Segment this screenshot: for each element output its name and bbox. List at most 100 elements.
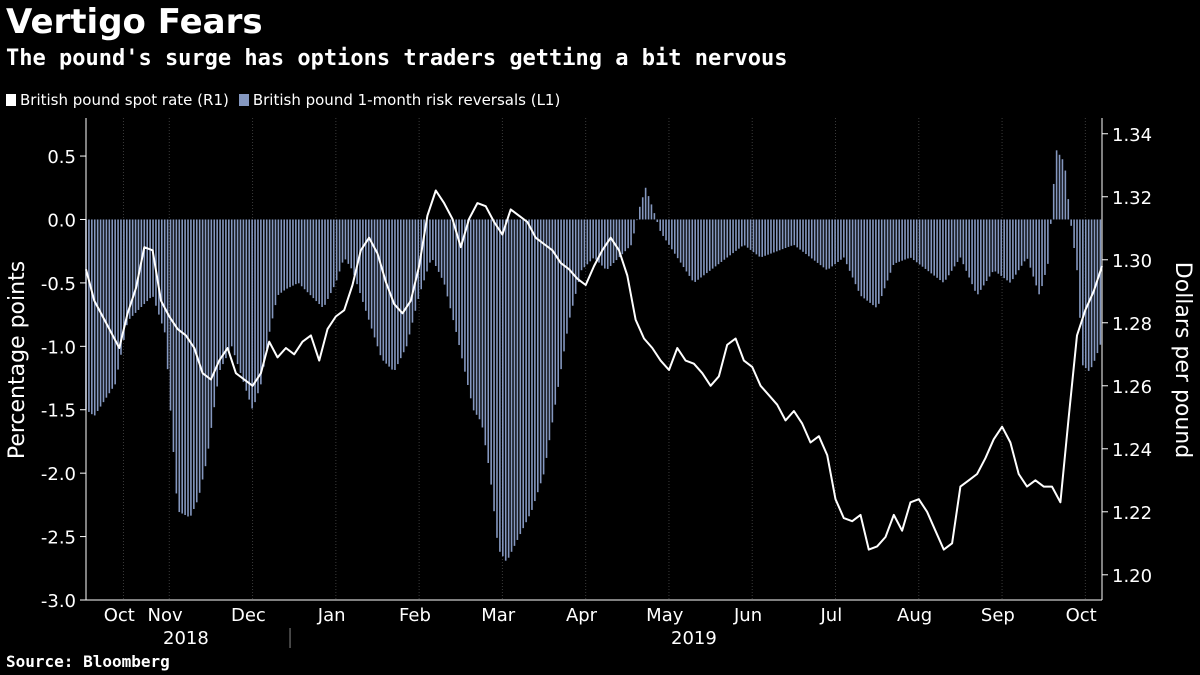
risk-reversal-bar <box>300 219 303 287</box>
risk-reversal-bar <box>228 219 230 353</box>
risk-reversal-bar <box>857 219 860 291</box>
risk-reversal-bar <box>641 197 644 220</box>
risk-reversal-bar <box>875 219 877 308</box>
risk-reversal-bar <box>980 219 982 290</box>
risk-reversal-bar <box>542 219 545 475</box>
risk-reversal-bar <box>531 219 533 510</box>
risk-reversal-bar <box>1041 219 1043 287</box>
risk-reversal-bar <box>828 219 831 269</box>
risk-reversal-bar <box>303 219 306 290</box>
risk-reversal-bar <box>574 219 577 294</box>
risk-reversal-bar <box>822 219 825 268</box>
risk-reversal-bar <box>1064 170 1067 220</box>
risk-reversal-bar <box>315 219 318 302</box>
risk-reversal-bar <box>761 219 764 257</box>
risk-reversal-bar <box>589 219 592 262</box>
risk-reversal-bar <box>746 219 749 248</box>
month-label: Oct <box>1066 605 1097 626</box>
risk-reversal-bar <box>367 219 370 320</box>
month-label: Feb <box>399 605 431 626</box>
risk-reversal-bar <box>332 219 335 288</box>
risk-reversal-bar <box>469 219 472 399</box>
risk-reversal-bar <box>484 219 487 446</box>
risk-reversal-bar <box>743 219 746 246</box>
risk-reversal-bar <box>292 219 294 286</box>
risk-reversal-bar <box>539 219 542 484</box>
risk-reversal-bar <box>758 219 761 257</box>
risk-reversal-bar <box>965 219 968 271</box>
risk-reversal-bar <box>1082 219 1084 366</box>
risk-reversal-bar <box>656 219 659 223</box>
risk-reversal-bar <box>889 219 892 273</box>
risk-reversal-bar <box>516 219 519 540</box>
risk-reversal-bar <box>598 219 600 263</box>
risk-reversal-bar <box>939 219 941 281</box>
risk-reversal-bar <box>726 219 729 258</box>
risk-reversal-bar <box>880 219 883 297</box>
left-tick-label: -0.5 <box>41 274 76 295</box>
risk-reversal-bar <box>1015 219 1017 275</box>
risk-reversal-bar <box>639 206 641 220</box>
risk-reversal-bar <box>376 219 379 347</box>
risk-reversal-bar <box>860 219 863 297</box>
risk-reversal-bar <box>971 219 973 285</box>
risk-reversal-bar <box>1055 150 1058 220</box>
month-label: May <box>646 605 684 626</box>
risk-reversal-bar <box>1047 219 1049 264</box>
risk-reversal-bar <box>554 219 557 405</box>
axes: 0.5 0.0 -0.5 -1.0 -1.5 -2.0 -2.5 -3.0 1.34 1.32 1.… <box>41 118 1152 649</box>
risk-reversal-bar <box>260 219 262 385</box>
risk-reversal-bar <box>910 219 912 258</box>
risk-reversal-bar <box>338 219 341 272</box>
risk-reversal-bar <box>219 219 221 370</box>
risk-reversal-bar <box>933 219 935 276</box>
risk-reversal-bar <box>604 219 606 269</box>
risk-reversal-bar <box>936 219 938 278</box>
risk-reversal-bar <box>845 219 848 265</box>
risk-reversal-bar <box>901 219 903 261</box>
risk-reversal-bar <box>974 219 976 291</box>
risk-reversal-bar <box>831 219 833 267</box>
left-tick-label: -2.0 <box>41 464 76 485</box>
risk-reversal-bar <box>362 219 364 302</box>
risk-reversal-bar <box>679 219 682 263</box>
risk-reversal-bar <box>123 219 125 340</box>
risk-reversal-bar <box>1038 219 1040 295</box>
risk-reversal-bar <box>942 219 944 283</box>
risk-reversal-bar <box>402 219 405 353</box>
risk-reversal-bar <box>1070 219 1072 226</box>
right-tick-label: 1.22 <box>1112 503 1152 524</box>
risk-reversal-bar <box>522 219 525 529</box>
risk-reversal-bar <box>650 204 653 220</box>
risk-reversal-bar <box>685 219 688 272</box>
risk-reversal-bar <box>962 219 965 265</box>
risk-reversal-bar <box>286 219 288 289</box>
risk-reversal-bar <box>365 219 367 311</box>
risk-reversal-bar <box>606 219 609 269</box>
risk-reversal-bar <box>1006 219 1008 281</box>
risk-reversal-bar <box>592 219 594 259</box>
risk-reversal-bar <box>609 219 612 266</box>
risk-reversal-bar <box>915 219 918 263</box>
risk-reversal-bar <box>251 219 253 409</box>
month-label: Apr <box>566 605 598 626</box>
risk-reversal-bar <box>644 187 647 220</box>
left-tick-label: -3.0 <box>41 591 76 612</box>
left-tick-label: -1.0 <box>41 337 76 358</box>
risk-reversal-bar <box>187 219 189 517</box>
risk-reversal-bar <box>834 219 836 265</box>
risk-reversal-bar <box>373 219 376 338</box>
risk-reversal-bar <box>825 219 828 270</box>
risk-reversal-bar <box>1012 219 1014 280</box>
legend-label-risk-reversals: British pound 1-month risk reversals (L1… <box>252 91 561 109</box>
risk-reversal-bar <box>382 219 385 361</box>
risk-reversal-bar <box>166 219 169 370</box>
risk-reversal-bar <box>478 219 481 420</box>
risk-reversal-bar <box>799 219 801 250</box>
risk-reversal-bar <box>892 219 895 265</box>
risk-reversal-bar <box>694 219 696 282</box>
risk-reversal-bar <box>210 219 213 428</box>
risk-reversal-bar <box>434 219 437 266</box>
risk-reversal-bar <box>580 219 583 271</box>
risk-reversal-bar <box>624 219 627 252</box>
